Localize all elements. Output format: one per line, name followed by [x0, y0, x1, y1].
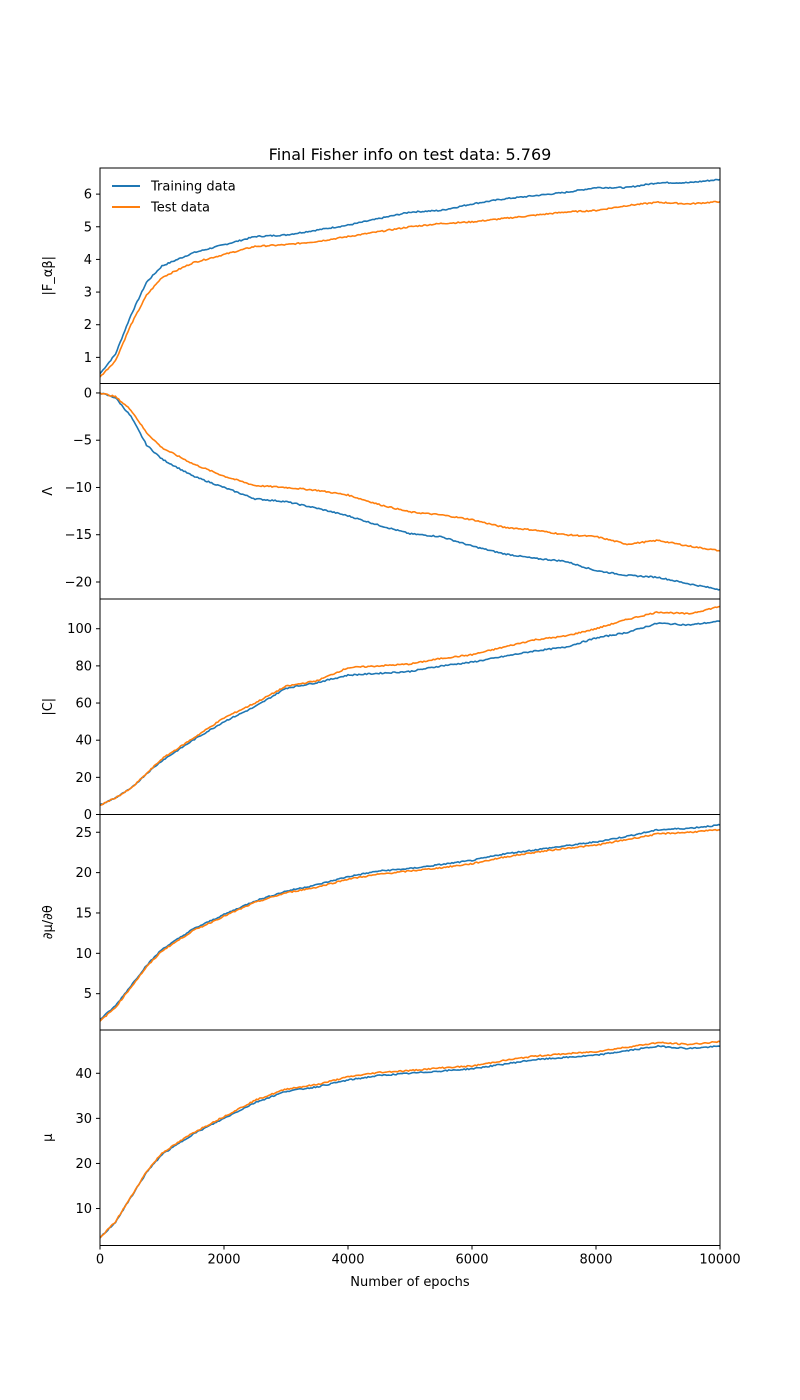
y-tick-label: 4 — [84, 253, 92, 268]
y-tick-label: 5 — [84, 220, 92, 235]
legend-entry: Training data — [112, 180, 236, 195]
series-line-training — [100, 823, 720, 1021]
series-line-test — [100, 200, 720, 378]
panel-1: 1 2 3 4 5 6 |F_αβ| — [41, 167, 721, 384]
y-tick-label: 40 — [75, 734, 92, 749]
x-tick-label: 2000 — [207, 1253, 240, 1268]
y-tick-label: 10 — [75, 1202, 92, 1217]
panel-4: 5 10 15 20 25 ∂μ/∂θ — [41, 814, 721, 1031]
x-tick-label: 8000 — [579, 1253, 612, 1268]
y-tick-label: 60 — [75, 697, 92, 712]
y-tick-label: −20 — [65, 575, 92, 590]
x-axis-label: Number of epochs — [350, 1275, 470, 1290]
legend: Training data Test data — [112, 180, 236, 216]
y-axis-label: ∂μ/∂θ — [41, 905, 56, 939]
y-tick-label: 20 — [75, 866, 92, 881]
y-tick-label: −10 — [65, 481, 92, 496]
series-line-test — [100, 1040, 720, 1239]
series-line-test — [100, 828, 720, 1022]
chart-title: Final Fisher info on test data: 5.769 — [269, 145, 552, 164]
y-tick-label: 100 — [67, 622, 92, 637]
x-tick-label: 0 — [96, 1253, 104, 1268]
y-tick-label: 40 — [75, 1067, 92, 1082]
x-tick-label: 4000 — [331, 1253, 364, 1268]
y-tick-label: 6 — [84, 188, 92, 203]
y-tick-label: 1 — [84, 351, 92, 366]
y-axis-label: |F_αβ| — [41, 256, 56, 296]
panels: 123456|F_αβ|0−5−10−15−20Λ020406080100|C|… — [41, 167, 741, 1268]
panel-frame — [99, 814, 721, 1031]
x-tick-label: 6000 — [455, 1253, 488, 1268]
legend-label: Training data — [150, 180, 236, 195]
y-tick-label: 2 — [84, 318, 92, 333]
y-tick-label: 80 — [75, 659, 92, 674]
x-tick-label: 10000 — [699, 1253, 740, 1268]
panel-5: 10 20 30 40 0 2000 4000 6000 8000 10000 μ — [41, 1029, 741, 1268]
y-axis-label: μ — [41, 1134, 56, 1142]
y-tick-label: 25 — [75, 826, 92, 841]
y-tick-label: 5 — [84, 987, 92, 1002]
series-line-test — [100, 392, 720, 552]
series-line-test — [100, 605, 720, 806]
y-tick-label: 20 — [75, 1157, 92, 1172]
y-tick-label: 20 — [75, 771, 92, 786]
y-tick-label: 0 — [84, 386, 92, 401]
legend-entry: Test data — [112, 201, 210, 216]
series-line-training — [100, 392, 720, 591]
series-line-training — [100, 620, 720, 806]
panel-2: 0 −5 −10 −15 −20 Λ — [41, 383, 721, 600]
series-line-training — [100, 1044, 720, 1239]
y-tick-label: 10 — [75, 947, 92, 962]
y-axis-label: Λ — [41, 487, 56, 496]
y-tick-label: 30 — [75, 1112, 92, 1127]
y-axis-label: |C| — [41, 698, 56, 716]
y-tick-label: 15 — [75, 906, 92, 921]
y-tick-label: 3 — [84, 286, 92, 301]
panel-frame — [99, 598, 721, 815]
series-line-training — [100, 178, 720, 375]
y-tick-label: −15 — [65, 528, 92, 543]
y-tick-label: 0 — [84, 808, 92, 823]
panel-3: 0 20 40 60 80 100 |C| — [41, 598, 721, 823]
legend-label: Test data — [150, 201, 210, 216]
panel-frame — [99, 1029, 721, 1246]
panel-frame — [99, 383, 721, 600]
y-tick-label: −5 — [73, 434, 92, 449]
